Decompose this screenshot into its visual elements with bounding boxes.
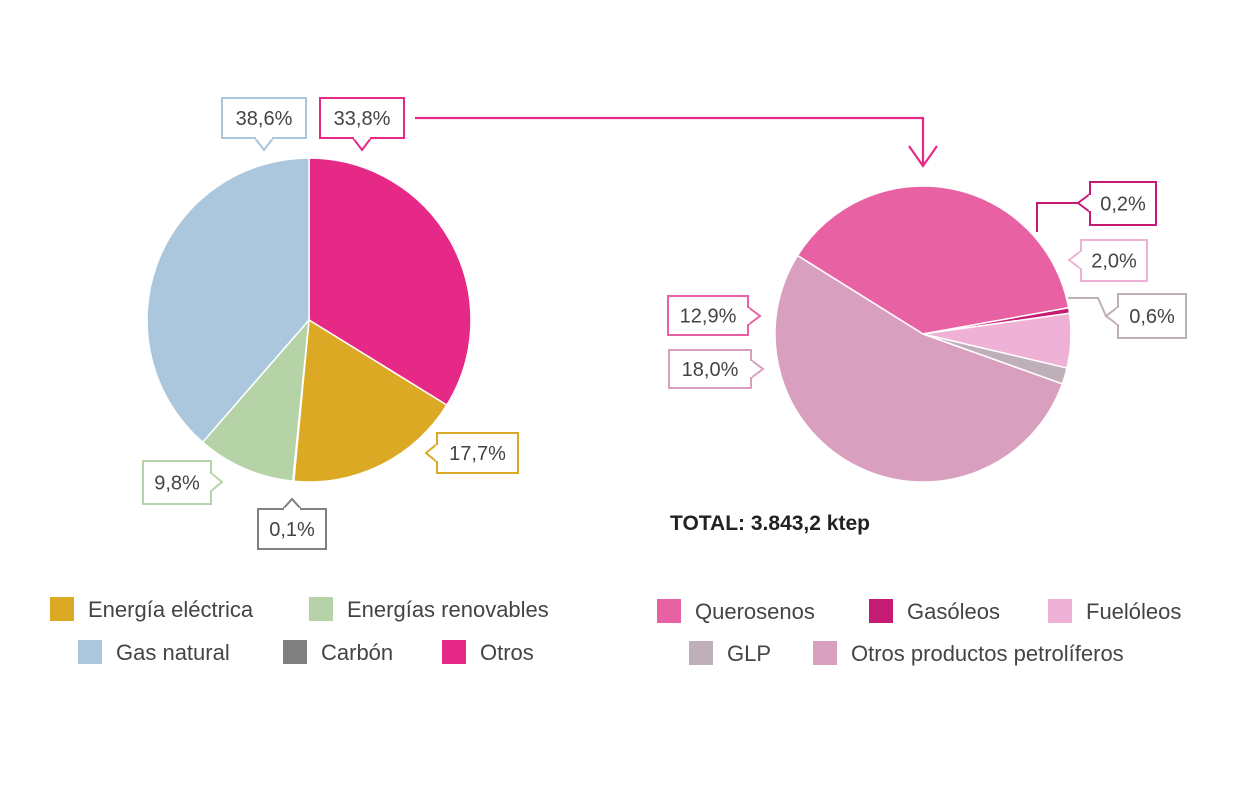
connector-arrow-head [908, 145, 938, 168]
legend-label: Carbón [321, 640, 393, 665]
legend-label: Energía eléctrica [88, 597, 254, 622]
legend-label: Gas natural [116, 640, 230, 665]
legend-item-gas-natural: Gas natural [78, 640, 230, 665]
pie2-data-label-otros-productos-petroliferos: 18,0% [682, 359, 739, 381]
pie1-data-label-energias-renovables: 9,8% [154, 473, 200, 495]
pie1-callout-carbon: 0,1% [257, 497, 327, 550]
callout-box [668, 349, 752, 389]
legend-swatch [657, 599, 681, 623]
legend-item-fueloleos: Fuelóleos [1048, 599, 1181, 624]
callout-pointer [254, 137, 274, 152]
legend-item-carbon: Carbón [283, 640, 393, 665]
callout-box [221, 97, 307, 139]
legend-swatch [50, 597, 74, 621]
pie1-callout-energia-electrica: 17,7% [424, 432, 519, 474]
legend-item-otros: Otros [442, 640, 534, 665]
legend-swatch [283, 640, 307, 664]
pie2-data-label-glp: 0,6% [1129, 306, 1175, 328]
legend-item-energia-electrica: Energía eléctrica [50, 597, 254, 622]
callout-pointer [210, 472, 224, 492]
pie2-legend: Querosenos Gasóleos Fuelóleos GLP Otros prod… [657, 599, 1181, 666]
pie2-callout-gasoleos: 0,2% [1076, 181, 1157, 226]
pie2-slice-otros-productos-petroliferos [774, 254, 1064, 483]
callout-pointer [1076, 193, 1091, 213]
legend-swatch [442, 640, 466, 664]
callout-box [1080, 239, 1148, 282]
legend-swatch [869, 599, 893, 623]
callout-pointer [424, 443, 438, 463]
callout-pointer [1067, 250, 1082, 270]
pie1-data-label-carbon: 0,1% [269, 519, 315, 541]
legend-label: Querosenos [695, 599, 815, 624]
legend-item-gasoleos: Gasóleos [869, 599, 1000, 624]
pie1-slice-energias-renovables [201, 317, 310, 483]
pie2-callout-fueloleos: 2,0% [1067, 239, 1148, 282]
pie2-data-label-fueloleos: 2,0% [1091, 251, 1137, 273]
pie2-total-label: TOTAL: 3.843,2 ktep [670, 512, 870, 535]
pie1-slice-gas-natural [146, 157, 310, 444]
pie1-legend: Energía eléctrica Energías renovables Gas … [50, 597, 549, 665]
callout-pointer [1104, 306, 1119, 326]
callout-box [1117, 293, 1187, 339]
pie2-leader-gasoleos [1036, 202, 1078, 232]
callout-pointer [352, 137, 372, 152]
pie2-callout-querosenos: 12,9% [667, 295, 762, 336]
callout-box [667, 295, 749, 336]
legend-label: Fuelóleos [1086, 599, 1181, 624]
pie1-callout-gas-natural: 38,6% [221, 97, 307, 152]
pie2-slice-querosenos [796, 185, 1070, 335]
legend-label: Gasóleos [907, 599, 1000, 624]
legend-swatch [813, 641, 837, 665]
legend-item-energias-renovables: Energías renovables [309, 597, 549, 622]
legend-item-querosenos: Querosenos [657, 599, 815, 624]
pie1-slice-energia-electrica [292, 318, 448, 483]
pie-chart-petroleum-products [774, 185, 1072, 483]
legends: Energía eléctrica Energías renovables Gas … [50, 597, 1181, 666]
legend-item-otros-productos-petroliferos: Otros productos petrolíferos [813, 641, 1124, 666]
legend-item-glp: GLP [689, 641, 771, 666]
legend-swatch [78, 640, 102, 664]
pie2-data-label-querosenos: 12,9% [680, 306, 737, 328]
legend-label: GLP [727, 641, 771, 666]
callout-pointer [747, 306, 762, 326]
data-label-callouts: 38,6% 33,8% 17,7% 9,8% 0,1% 12,9% 18,0% 0,2% 2,0… [142, 97, 1187, 550]
pie1-data-label-energia-electrica: 17,7% [449, 443, 506, 465]
connector-arrow [415, 116, 925, 166]
pie2-data-label-gasoleos: 0,2% [1100, 194, 1146, 216]
pie1-data-label-otros: 33,8% [334, 108, 391, 130]
legend-label: Otros [480, 640, 534, 665]
callout-pointer [750, 359, 765, 379]
legend-label: Energías renovables [347, 597, 549, 622]
pie1-data-label-gas-natural: 38,6% [236, 108, 293, 130]
callout-pointer [282, 497, 302, 510]
pie2-callout-glp: 0,6% [1104, 293, 1187, 339]
pie2-callout-otros-productos-petroliferos: 18,0% [668, 349, 765, 389]
legend-swatch [309, 597, 333, 621]
pie-chart-energy-sources [146, 157, 472, 483]
legend-swatch [689, 641, 713, 665]
pie1-callout-energias-renovables: 9,8% [142, 460, 224, 505]
pie1-slice-otros [308, 157, 472, 407]
pie1-callout-otros: 33,8% [319, 97, 405, 152]
legend-label: Otros productos petrolíferos [851, 641, 1124, 666]
legend-swatch [1048, 599, 1072, 623]
